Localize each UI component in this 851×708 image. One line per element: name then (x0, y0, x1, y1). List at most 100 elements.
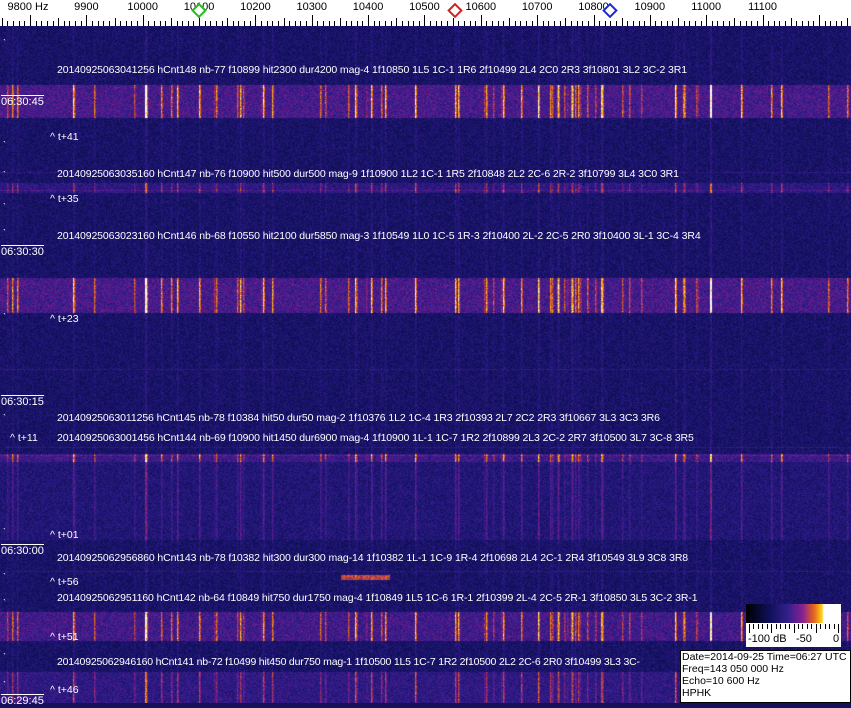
frequency-tick (368, 15, 369, 26)
frequency-tick (492, 21, 493, 26)
frequency-tick (126, 21, 127, 26)
frequency-tick (498, 21, 499, 26)
time-label: 06:29:45 (1, 694, 44, 707)
frequency-tick (103, 21, 104, 26)
frequency-tick (470, 21, 471, 26)
offset-label: ^ t+11 (10, 432, 38, 444)
frequency-tick (154, 21, 155, 26)
frequency-tick (791, 18, 792, 26)
frequency-tick (312, 15, 313, 26)
frequency-tick (340, 18, 341, 26)
row-marker: ` (3, 140, 6, 150)
frequency-tick (763, 15, 764, 26)
detection-line: 20140925063001456 hCnt144 nb-69 f10900 h… (57, 432, 694, 444)
frequency-tick (216, 21, 217, 26)
frequency-tick (661, 21, 662, 26)
frequency-tick-label: 11100 (748, 1, 778, 13)
info-frequency: Freq=143 050 000 Hz (682, 663, 784, 675)
frequency-tick (841, 21, 842, 26)
frequency-tick (255, 15, 256, 26)
waterfall-spectrogram[interactable] (0, 26, 851, 703)
row-marker: ` (3, 228, 6, 238)
frequency-tick (520, 21, 521, 26)
frequency-tick (2, 18, 3, 26)
frequency-tick (306, 21, 307, 26)
frequency-tick-label: 10900 (634, 1, 666, 13)
frequency-tick-label: 10000 (127, 1, 158, 13)
frequency-tick (53, 21, 54, 26)
frequency-tick (565, 18, 566, 26)
frequency-ruler[interactable]: 9800 Hz990010000101001020010300104001050… (0, 0, 851, 26)
frequency-tick (131, 21, 132, 26)
colorbar-tick (766, 624, 768, 629)
colorbar-tick (838, 624, 839, 633)
frequency-tick (81, 21, 82, 26)
frequency-tick-label: 10800 (578, 1, 609, 13)
info-date-time: Date=2014-09-25 Time=06:27 UTC (682, 651, 847, 663)
frequency-tick (391, 21, 392, 26)
frequency-tick (464, 21, 465, 26)
frequency-tick (7, 21, 8, 26)
frequency-tick (605, 21, 606, 26)
row-marker: ` (3, 202, 6, 212)
frequency-tick (334, 21, 335, 26)
frequency-tick (689, 21, 690, 26)
frequency-tick (171, 18, 172, 26)
offset-label: ^ t+23 (50, 313, 79, 325)
detection-line: 20140925063011256 hCnt145 nb-78 f10384 h… (57, 412, 660, 424)
frequency-tick (300, 21, 301, 26)
frequency-tick (13, 21, 14, 26)
frequency-tick (633, 21, 634, 26)
frequency-tick (346, 21, 347, 26)
colorbar-tick (833, 624, 835, 629)
offset-label: ^ t+35 (50, 193, 79, 205)
offset-label: ^ t+46 (50, 684, 79, 696)
detection-line: 20140925062956860 hCnt143 nb-78 f10382 h… (57, 552, 689, 564)
colorbar-tick (824, 624, 826, 629)
frequency-tick (188, 21, 189, 26)
frequency-tick (357, 21, 358, 26)
frequency-tick (622, 18, 623, 26)
frequency-tick (571, 21, 572, 26)
frequency-tick (362, 21, 363, 26)
frequency-tick (295, 21, 296, 26)
frequency-tick (165, 21, 166, 26)
frequency-tick (182, 21, 183, 26)
colorbar-tick (797, 624, 799, 629)
frequency-tick (577, 21, 578, 26)
frequency-tick (650, 15, 651, 26)
frequency-tick (548, 21, 549, 26)
frequency-tick (98, 21, 99, 26)
frequency-tick (813, 21, 814, 26)
frequency-tick (543, 21, 544, 26)
frequency-tick (768, 21, 769, 26)
colorbar-tick (757, 624, 759, 629)
colorbar-label: -50 (796, 633, 812, 645)
colorbar: -100 dB -50 0 (746, 604, 841, 647)
info-box: Date=2014-09-25 Time=06:27 UTC Freq=143 … (680, 650, 851, 703)
frequency-tick (402, 21, 403, 26)
frequency-tick (317, 21, 318, 26)
frequency-tick (515, 21, 516, 26)
colorbar-tick (771, 624, 773, 633)
frequency-tick-label: 10300 (296, 1, 328, 13)
frequency-tick (588, 21, 589, 26)
frequency-tick (36, 21, 37, 26)
colorbar-tick (784, 624, 786, 629)
frequency-tick (177, 21, 178, 26)
red-marker-icon[interactable] (447, 2, 464, 19)
frequency-tick-label: 9800 Hz (7, 1, 49, 13)
frequency-tick (233, 21, 234, 26)
frequency-tick (75, 21, 76, 26)
frequency-tick (554, 21, 555, 26)
offset-label: ^ t+51 (50, 631, 79, 643)
frequency-tick-label: 10700 (521, 1, 553, 13)
frequency-tick (779, 21, 780, 26)
frequency-tick (819, 15, 820, 26)
detection-line: 20140925063041256 hCnt148 nb-77 f10899 h… (57, 64, 687, 76)
frequency-tick (69, 21, 70, 26)
colorbar-tick (749, 624, 750, 633)
frequency-tick (92, 21, 93, 26)
frequency-tick (267, 21, 268, 26)
frequency-tick-label: 10200 (240, 1, 271, 13)
